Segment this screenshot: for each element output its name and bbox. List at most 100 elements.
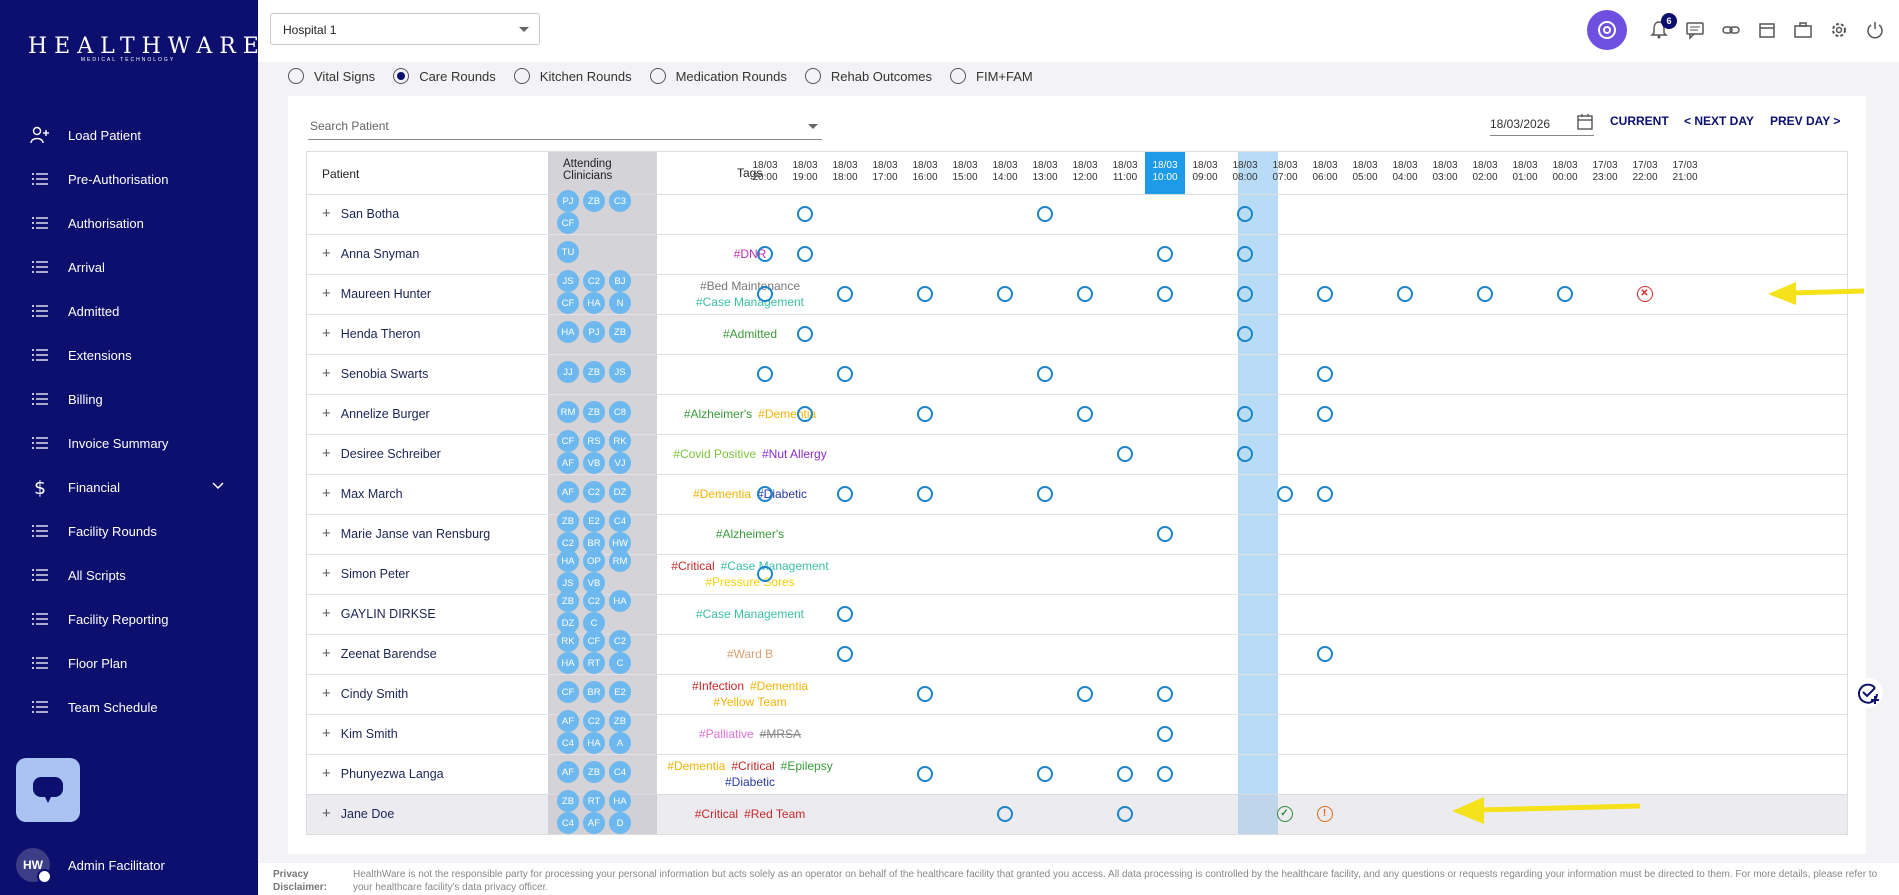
clinician-chip[interactable]: ZB [583,190,605,212]
clinician-chip[interactable]: HA [583,732,605,754]
sidebar-item-facility-rounds[interactable]: Facility Rounds [0,509,258,553]
round-status-pend-icon[interactable] [1157,726,1173,742]
expand-plus-icon[interactable]: + [322,365,331,382]
round-status-warn-icon[interactable]: ! [1317,806,1333,822]
round-status-pend-icon[interactable] [757,246,773,262]
sidebar-item-all-scripts[interactable]: All Scripts [0,553,258,597]
patient-name[interactable]: + Max March [322,485,403,502]
hospital-select[interactable]: Hospital 1 [270,13,540,45]
clinician-chip[interactable]: CF [557,430,579,452]
clinician-chip[interactable]: PJ [557,190,579,212]
clinician-chip[interactable]: AF [557,761,579,783]
expand-plus-icon[interactable]: + [322,765,331,782]
clinician-chip[interactable]: RS [583,430,605,452]
clinician-chip[interactable]: HW [609,532,631,554]
search-patient-input[interactable]: Search Patient [308,119,822,140]
clinician-chip[interactable]: C4 [609,510,631,532]
clinician-chip[interactable]: ZB [609,321,631,343]
clinician-chip[interactable]: CF [557,292,579,314]
sidebar-item-authorisation[interactable]: Authorisation [0,201,258,245]
clinician-chip[interactable]: C2 [583,590,605,612]
radio-circle[interactable] [649,68,666,84]
round-status-pend-icon[interactable] [1077,406,1093,422]
round-status-pend-icon[interactable] [1157,686,1173,702]
calendar-icon[interactable] [1755,18,1779,42]
clinician-chip[interactable]: BJ [609,270,631,292]
round-status-done-icon[interactable]: ✓ [1277,806,1293,822]
clinician-chip[interactable]: DZ [557,612,579,634]
clinician-chip[interactable]: AF [557,710,579,732]
expand-plus-icon[interactable]: + [322,325,331,342]
round-status-pend-icon[interactable] [1037,766,1053,782]
clinician-chip[interactable]: HA [557,321,579,343]
clinician-chip[interactable]: C4 [557,812,579,834]
clinician-chip[interactable]: AF [583,812,605,834]
sidebar-item-financial[interactable]: $ Financial [0,465,258,509]
radio-vital-signs[interactable]: Vital Signs [288,68,375,84]
round-status-pend-icon[interactable] [1237,326,1253,342]
round-status-pend-icon[interactable] [797,246,813,262]
round-status-pend-icon[interactable] [1157,526,1173,542]
chat-button[interactable] [16,758,80,822]
round-status-pend-icon[interactable] [1037,486,1053,502]
round-status-pend-icon[interactable] [837,606,853,622]
sidebar-item-admitted[interactable]: Admitted [0,289,258,333]
clinician-chip[interactable]: C4 [609,761,631,783]
clinician-chip[interactable]: JS [609,361,631,383]
sidebar-item-billing[interactable]: Billing [0,377,258,421]
expand-plus-icon[interactable]: + [322,245,331,262]
clinician-chip[interactable]: BR [583,532,605,554]
expand-plus-icon[interactable]: + [322,805,331,822]
clinician-chip[interactable]: E2 [583,510,605,532]
round-status-pend-icon[interactable] [797,206,813,222]
clinician-chip[interactable]: E2 [609,681,631,703]
round-status-pend-icon[interactable] [1237,246,1253,262]
clinician-chip[interactable]: PJ [583,321,605,343]
clinician-chip[interactable]: C8 [609,401,631,423]
sidebar-item-load-patient[interactable]: Load Patient [0,113,258,157]
round-status-pend-icon[interactable] [1317,406,1333,422]
radio-fim-fam[interactable]: FIM+FAM [950,68,1033,84]
sidebar-item-floor-plan[interactable]: Floor Plan [0,641,258,685]
expand-plus-icon[interactable]: + [322,405,331,422]
sidebar-item-pre-authorisation[interactable]: Pre-Authorisation [0,157,258,201]
clinician-chip[interactable]: ZB [583,401,605,423]
sidebar-item-extensions[interactable]: Extensions [0,333,258,377]
clinician-chip[interactable]: C2 [557,532,579,554]
clinician-chip[interactable]: HA [609,590,631,612]
clinician-chip[interactable]: C4 [557,732,579,754]
radio-circle[interactable] [950,68,967,84]
round-status-pend-icon[interactable] [797,326,813,342]
user-profile[interactable]: HW Admin Facilitator [16,848,165,884]
patient-name[interactable]: + Desiree Schreiber [322,445,441,462]
round-status-pend-icon[interactable] [757,286,773,302]
clinician-chip[interactable]: HA [557,652,579,674]
round-status-pend-icon[interactable] [1237,406,1253,422]
chevron-down-icon[interactable] [212,478,224,493]
radio-circle[interactable] [804,68,821,84]
radio-circle[interactable] [288,68,304,84]
round-status-pend-icon[interactable] [1157,286,1173,302]
round-status-pend-icon[interactable] [917,406,933,422]
patient-name[interactable]: + Marie Janse van Rensburg [322,525,491,542]
round-status-pend-icon[interactable] [1037,366,1053,382]
clinician-chip[interactable]: CF [583,630,605,652]
radio-rehab-outcomes[interactable]: Rehab Outcomes [804,68,932,84]
clinician-chip[interactable]: C2 [583,270,605,292]
clinician-chip[interactable]: C3 [609,190,631,212]
round-status-pend-icon[interactable] [1157,766,1173,782]
expand-plus-icon[interactable]: + [322,565,331,582]
patient-name[interactable]: + Maureen Hunter [322,285,432,302]
radio-kitchen-rounds[interactable]: Kitchen Rounds [513,68,632,84]
expand-plus-icon[interactable]: + [322,205,331,222]
clinician-chip[interactable]: C [583,612,605,634]
clinician-chip[interactable]: C [609,652,631,674]
round-status-pend-icon[interactable] [1317,646,1333,662]
round-status-pend-icon[interactable] [1237,286,1253,302]
sidebar-item-invoice-summary[interactable]: Invoice Summary [0,421,258,465]
expand-plus-icon[interactable]: + [322,485,331,502]
clinician-chip[interactable]: OP [583,550,605,572]
round-status-pend-icon[interactable] [757,566,773,582]
round-status-pend-icon[interactable] [1397,286,1413,302]
round-status-pend-icon[interactable] [1237,446,1253,462]
